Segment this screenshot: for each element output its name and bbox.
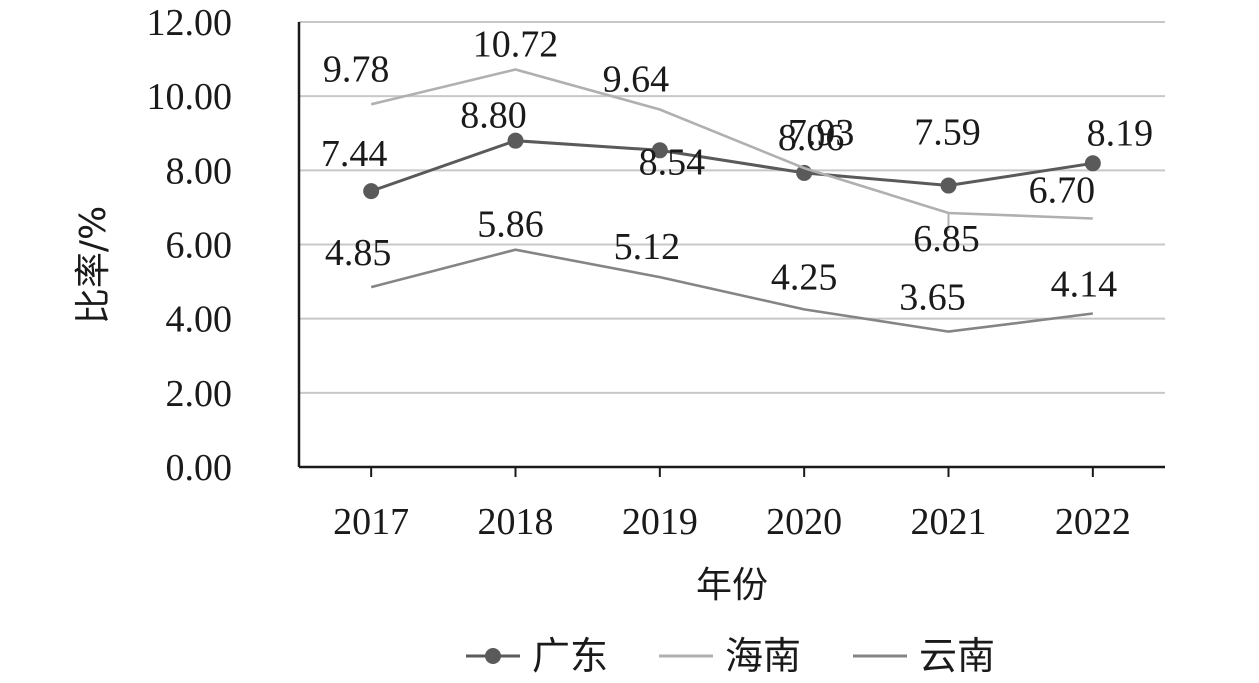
y-tick-label: 12.00 <box>147 2 233 44</box>
gridlines <box>299 21 1165 394</box>
data-label: 7.44 <box>321 133 388 175</box>
data-label: 9.78 <box>323 48 390 90</box>
series-point <box>507 132 524 149</box>
y-tick-labels: 0.00 2.00 4.00 6.00 8.00 10.00 12.00 <box>147 2 233 489</box>
y-tick-label: 4.00 <box>166 299 233 341</box>
legend-label: 云南 <box>919 634 995 678</box>
data-label: 4.85 <box>325 232 392 274</box>
y-tick-label: 10.00 <box>147 76 233 118</box>
data-label: 4.14 <box>1051 263 1118 305</box>
legend-label: 海南 <box>725 634 801 678</box>
x-tick-labels: 2017 2018 2019 2020 2021 2022 <box>333 501 1131 543</box>
data-label: 10.72 <box>473 23 559 65</box>
x-tick-label: 2020 <box>766 501 842 543</box>
series-line-2 <box>370 248 1093 333</box>
legend-marker <box>485 648 501 664</box>
data-label: 5.12 <box>614 226 681 268</box>
axes <box>297 22 1165 477</box>
x-tick-label: 2022 <box>1055 501 1131 543</box>
y-tick-label: 2.00 <box>166 373 233 415</box>
data-label: 7.59 <box>914 112 981 154</box>
data-label: 8.06 <box>778 117 845 159</box>
legend: 广东 海南 云南 <box>466 634 995 678</box>
series-point <box>363 183 380 200</box>
data-label: 8.80 <box>460 95 527 137</box>
data-label: 5.86 <box>477 204 544 246</box>
data-label: 8.54 <box>639 141 706 183</box>
x-tick-label: 2017 <box>333 501 409 543</box>
data-label: 6.70 <box>1029 170 1096 212</box>
data-labels: 7.44 8.80 8.54 7.93 7.59 8.19 9.78 10.72 9.64 8.0… <box>321 23 1153 318</box>
series-point <box>651 142 668 159</box>
x-axis-title: 年份 <box>696 565 768 606</box>
series-point <box>1084 155 1101 172</box>
data-label: 8.19 <box>1087 112 1154 154</box>
legend-label: 广东 <box>532 634 608 678</box>
data-label: 9.64 <box>603 59 670 101</box>
series-lines <box>363 68 1101 333</box>
data-label: 7.93 <box>788 112 855 154</box>
label-leader-lines <box>947 212 950 231</box>
x-tick-label: 2019 <box>622 501 698 543</box>
y-tick-label: 6.00 <box>166 225 233 267</box>
series-point <box>940 177 957 194</box>
x-tick-label: 2021 <box>911 501 987 543</box>
y-tick-label: 8.00 <box>166 150 233 192</box>
series-line-1 <box>370 68 1093 220</box>
data-label: 3.65 <box>899 277 966 319</box>
data-label: 4.25 <box>771 256 838 298</box>
data-label: 6.85 <box>913 218 980 260</box>
y-axis-title: 比率/% <box>73 206 114 324</box>
x-tick-label: 2018 <box>478 501 554 543</box>
series-line-0 <box>370 139 1094 193</box>
y-tick-label: 0.00 <box>166 447 233 489</box>
